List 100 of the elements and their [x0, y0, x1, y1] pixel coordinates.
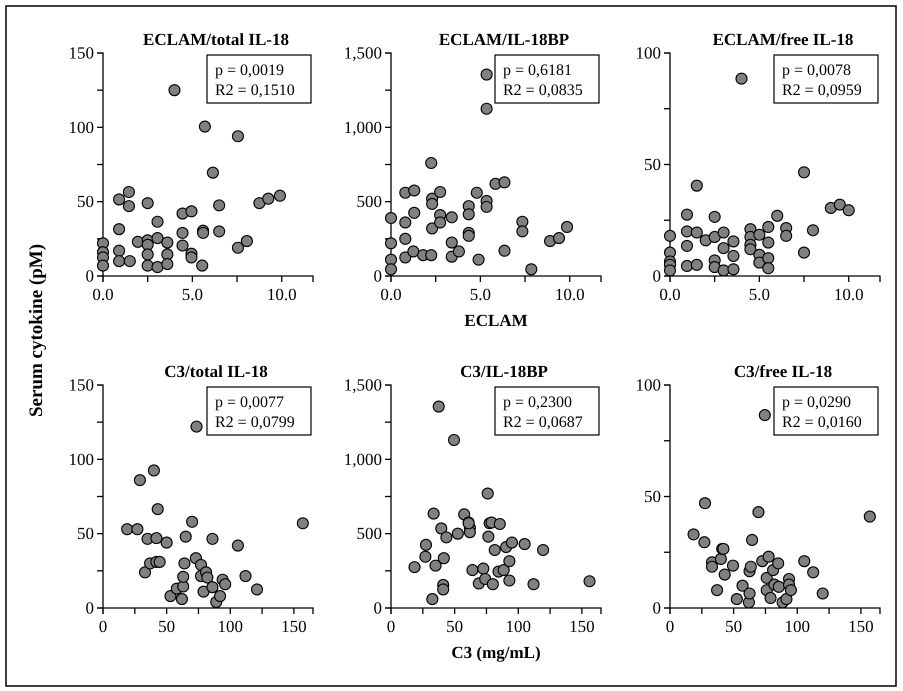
x-tick-label: 0: [98, 617, 108, 636]
point: [152, 503, 164, 516]
point: [196, 260, 208, 272]
point: [206, 166, 219, 179]
point: [425, 156, 438, 170]
point: [253, 197, 266, 210]
point: [113, 255, 126, 268]
point: [477, 562, 490, 575]
chart-title: ECLAM/free IL-18: [712, 30, 854, 49]
x-tick-label: 150: [281, 617, 307, 636]
point: [434, 186, 446, 198]
point: [680, 260, 694, 272]
annotation: R2 = 0,0799: [215, 414, 295, 431]
x-tick-label: 10.0: [554, 285, 585, 304]
point: [408, 561, 421, 574]
point: [771, 210, 784, 222]
point: [448, 434, 460, 446]
point: [735, 72, 748, 85]
point: [698, 497, 712, 510]
point: [122, 200, 135, 212]
x-tick-label: 5.0: [470, 285, 491, 304]
point: [384, 263, 398, 276]
point: [727, 263, 740, 276]
point: [537, 544, 550, 556]
point: [711, 584, 724, 596]
point: [407, 245, 420, 258]
point: [708, 261, 721, 274]
x-axis-title: ECLAM: [464, 311, 528, 330]
point: [482, 487, 494, 500]
point: [160, 536, 173, 549]
point: [498, 176, 511, 188]
point: [437, 583, 450, 596]
x-tick-label: 5.0: [182, 285, 203, 304]
x-tick-label: 150: [569, 617, 595, 636]
point: [185, 205, 198, 218]
annotation: R2 = 0,1510: [215, 82, 295, 99]
y-tick-label: 1,000: [344, 118, 382, 137]
point: [161, 258, 174, 270]
y-tick-label: 500: [356, 524, 382, 544]
point: [690, 180, 703, 192]
point: [190, 420, 203, 433]
point: [758, 409, 771, 422]
point: [274, 190, 286, 202]
point: [552, 232, 566, 244]
point: [718, 242, 730, 254]
point: [420, 538, 432, 551]
point: [842, 204, 855, 216]
point: [807, 566, 820, 578]
point: [168, 84, 181, 96]
point: [213, 199, 226, 212]
x-tick-label: 5.0: [748, 285, 770, 304]
point: [122, 186, 135, 198]
point: [138, 566, 152, 578]
annotation: p = 0,0078: [782, 62, 852, 79]
x-tick-label: 0: [386, 617, 396, 636]
point: [746, 534, 758, 546]
point: [198, 120, 211, 133]
point: [680, 208, 694, 221]
y-axis-title: Serum cytokine (pM): [26, 244, 47, 418]
point: [680, 240, 694, 252]
point: [560, 220, 574, 233]
point: [232, 130, 244, 142]
point: [176, 593, 188, 606]
point: [213, 225, 226, 238]
point: [219, 578, 232, 590]
point: [762, 220, 774, 233]
point: [730, 593, 743, 606]
point: [240, 235, 253, 248]
y-tick-label: 0: [86, 266, 94, 286]
point: [176, 226, 189, 239]
point: [690, 226, 703, 239]
point: [142, 248, 154, 260]
point: [687, 528, 700, 540]
point: [113, 193, 126, 206]
point: [798, 555, 810, 568]
point: [384, 237, 398, 250]
x-tick-label: 10.0: [834, 285, 864, 304]
point: [714, 552, 727, 565]
point: [408, 206, 420, 219]
point: [384, 212, 398, 224]
chart-title: C3/IL-18BP: [460, 362, 548, 381]
point: [432, 400, 445, 413]
point: [197, 586, 210, 598]
x-tick-label: 50: [158, 617, 176, 636]
point: [480, 200, 493, 213]
point: [452, 528, 464, 540]
point: [762, 252, 774, 264]
point: [131, 523, 144, 536]
chart-title: ECLAM/total IL-18: [143, 30, 289, 49]
annotation: R2 = 0,0835: [503, 82, 583, 99]
y-tick-label: 100: [68, 118, 94, 137]
point: [503, 555, 516, 568]
y-tick-label: 50: [77, 524, 94, 544]
point: [466, 564, 479, 576]
y-tick-label: 0: [374, 598, 382, 618]
point: [186, 516, 198, 528]
point: [426, 593, 438, 606]
point: [736, 580, 749, 592]
y-tick-label: 0: [374, 266, 382, 286]
y-tick-label: 150: [68, 43, 94, 62]
